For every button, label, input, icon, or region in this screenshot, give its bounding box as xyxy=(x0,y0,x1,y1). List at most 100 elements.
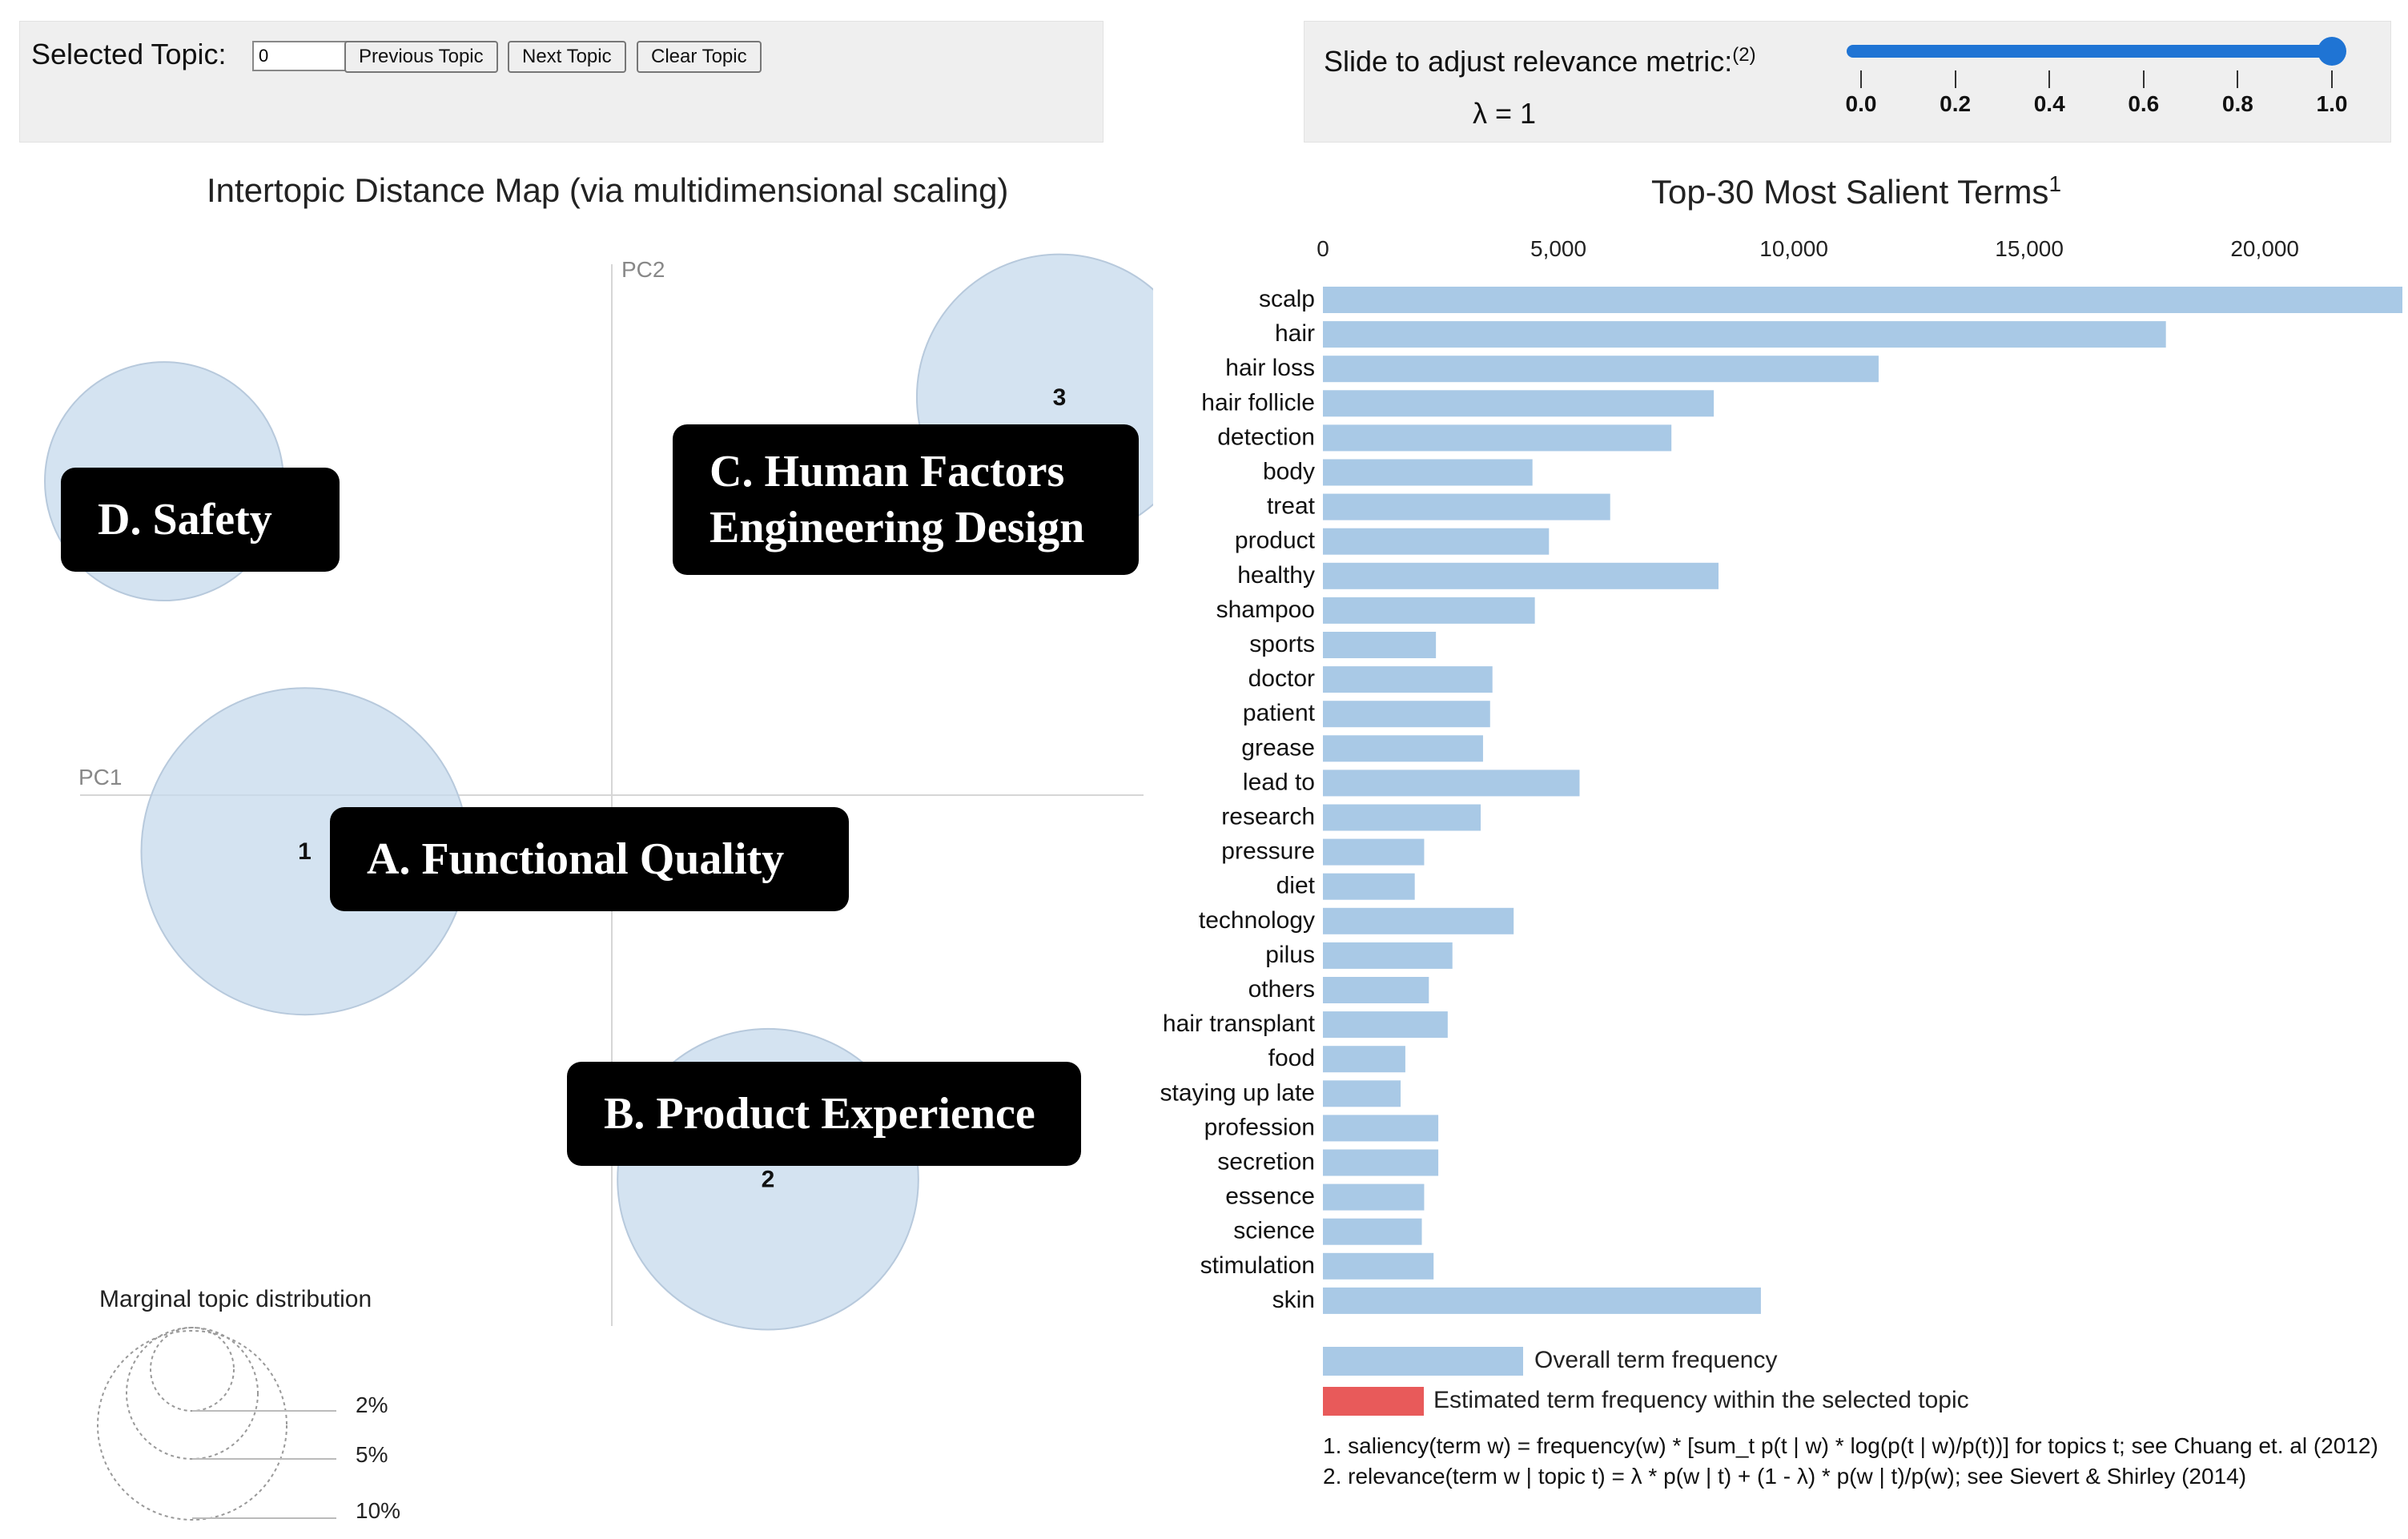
salient-terms-title-text: Top-30 Most Salient Terms xyxy=(1651,173,2049,211)
salient-terms-bar-chart: 0 5,000 10,000 15,000 20,000 scalp hair hair l… xyxy=(1160,236,2402,1314)
footnote-saliency: 1. saliency(term w) = frequency(w) * [su… xyxy=(1323,1433,2378,1458)
term-bar[interactable] xyxy=(1323,1115,1439,1142)
term-bar[interactable] xyxy=(1323,977,1429,1003)
slider-tick-label: 1.0 xyxy=(2316,91,2348,116)
callout-product-experience: B. Product Experience xyxy=(567,1062,1081,1166)
legend-label-10pct: 10% xyxy=(356,1498,400,1523)
term-bar[interactable] xyxy=(1323,287,2402,313)
term-label[interactable]: hair xyxy=(1275,320,1315,347)
term-bar[interactable] xyxy=(1323,838,1425,866)
term-bar[interactable] xyxy=(1323,356,1879,383)
term-bar[interactable] xyxy=(1323,873,1415,900)
bar-x-tick-label: 10,000 xyxy=(1759,236,1828,261)
term-label[interactable]: product xyxy=(1235,528,1316,554)
callout-human-factors-line1: C. Human Factors xyxy=(710,447,1065,496)
term-bar[interactable] xyxy=(1323,597,1535,624)
term-label[interactable]: food xyxy=(1268,1045,1315,1071)
intertopic-distance-map: PC1 PC2 1234 Marginal topic distribution… xyxy=(44,253,1153,1523)
legend-swatch-selected-topic xyxy=(1323,1387,1424,1416)
term-label[interactable]: scalp xyxy=(1259,286,1315,312)
term-bar[interactable] xyxy=(1323,804,1481,831)
term-label[interactable]: treat xyxy=(1267,493,1316,520)
term-bar[interactable] xyxy=(1323,424,1672,452)
slider-tick xyxy=(1860,70,1862,88)
next-topic-button[interactable]: Next Topic xyxy=(508,41,626,73)
clear-topic-button[interactable]: Clear Topic xyxy=(637,41,762,73)
term-bar[interactable] xyxy=(1323,493,1610,520)
term-label[interactable]: profession xyxy=(1204,1114,1315,1140)
term-label[interactable]: hair follicle xyxy=(1201,389,1315,416)
term-label[interactable]: hair loss xyxy=(1225,355,1315,381)
term-label[interactable]: essence xyxy=(1225,1183,1315,1210)
legend-label-selected-topic: Estimated term frequency within the sele… xyxy=(1433,1387,1969,1413)
term-label[interactable]: staying up late xyxy=(1160,1079,1315,1106)
term-bar[interactable] xyxy=(1323,562,1719,589)
term-label[interactable]: diet xyxy=(1276,873,1316,899)
callout-human-factors-line2: Engineering Design xyxy=(710,503,1085,553)
legend-circle-2pct xyxy=(150,1327,235,1412)
term-label[interactable]: healthy xyxy=(1237,562,1315,589)
bar-x-tick-label: 0 xyxy=(1317,236,1329,261)
term-label[interactable]: detection xyxy=(1217,424,1315,450)
salient-terms-title: Top-30 Most Salient Terms1 xyxy=(1651,171,2061,211)
bar-x-tick-label: 20,000 xyxy=(2230,236,2299,261)
term-bar[interactable] xyxy=(1323,632,1437,658)
term-label[interactable]: technology xyxy=(1199,907,1315,934)
term-label[interactable]: skin xyxy=(1272,1287,1315,1313)
marginal-topic-legend: Marginal topic distribution 2% 5% 10% xyxy=(97,1286,400,1523)
term-bar[interactable] xyxy=(1323,1080,1401,1107)
term-bar[interactable] xyxy=(1323,770,1580,797)
term-label[interactable]: research xyxy=(1221,804,1315,830)
legend-label-overall: Overall term frequency xyxy=(1534,1347,1778,1373)
slider-tick xyxy=(1954,70,1956,88)
bar-x-tick-label: 5,000 xyxy=(1530,236,1586,261)
term-bar[interactable] xyxy=(1323,321,2166,348)
lambda-value-text: λ = 1 xyxy=(1473,97,1537,130)
term-label[interactable]: others xyxy=(1248,976,1315,1003)
term-label[interactable]: hair transplant xyxy=(1163,1011,1316,1037)
relevance-slider-track[interactable] xyxy=(1847,45,2332,58)
legend-circle-5pct xyxy=(126,1327,259,1460)
term-label[interactable]: pilus xyxy=(1265,942,1315,968)
relevance-slider-thumb[interactable] xyxy=(2318,37,2346,66)
intertopic-map-title: Intertopic Distance Map (via multidimens… xyxy=(207,171,1009,209)
term-label[interactable]: shampoo xyxy=(1216,597,1315,623)
term-label[interactable]: lead to xyxy=(1243,769,1315,795)
previous-topic-button[interactable]: Previous Topic xyxy=(344,41,498,73)
term-bar[interactable] xyxy=(1323,1252,1434,1280)
term-bar[interactable] xyxy=(1323,1218,1422,1245)
term-label[interactable]: sports xyxy=(1249,631,1315,657)
term-bar[interactable] xyxy=(1323,701,1490,728)
term-label[interactable]: stimulation xyxy=(1200,1252,1315,1279)
term-label[interactable]: body xyxy=(1263,459,1315,485)
term-bar[interactable] xyxy=(1323,1046,1405,1073)
term-label[interactable]: secretion xyxy=(1217,1149,1315,1175)
selected-topic-label: Selected Topic: xyxy=(31,38,227,70)
term-label[interactable]: doctor xyxy=(1248,665,1315,692)
slider-tick-label: 0.2 xyxy=(1940,91,1972,116)
relevance-slider-label: Slide to adjust relevance metric:(2) xyxy=(1324,44,1756,78)
footnote-relevance: 2. relevance(term w | topic t) = λ * p(w… xyxy=(1323,1464,2247,1489)
slider-tick-label: 0.0 xyxy=(1845,91,1877,116)
term-bar[interactable] xyxy=(1323,1149,1439,1176)
slider-tick xyxy=(2142,70,2145,88)
term-bar[interactable] xyxy=(1323,666,1493,693)
legend-circle-10pct xyxy=(97,1330,287,1521)
term-bar[interactable] xyxy=(1323,1287,1761,1314)
term-label[interactable]: pressure xyxy=(1221,838,1315,865)
term-bar[interactable] xyxy=(1323,459,1533,486)
term-bar[interactable] xyxy=(1323,528,1550,555)
term-label[interactable]: patient xyxy=(1243,700,1316,726)
slider-tick-label: 0.4 xyxy=(2033,91,2065,116)
topic-bubble-label-3: 3 xyxy=(1053,384,1067,411)
term-bar[interactable] xyxy=(1323,942,1453,969)
legend-label-5pct: 5% xyxy=(356,1442,388,1467)
topic-bubble-label-1: 1 xyxy=(298,838,312,865)
term-bar[interactable] xyxy=(1323,1011,1448,1039)
term-bar[interactable] xyxy=(1323,1183,1425,1211)
term-bar[interactable] xyxy=(1323,735,1483,762)
term-label[interactable]: science xyxy=(1233,1218,1315,1244)
term-label[interactable]: grease xyxy=(1241,734,1315,761)
term-bar[interactable] xyxy=(1323,907,1514,934)
term-bar[interactable] xyxy=(1323,390,1715,417)
